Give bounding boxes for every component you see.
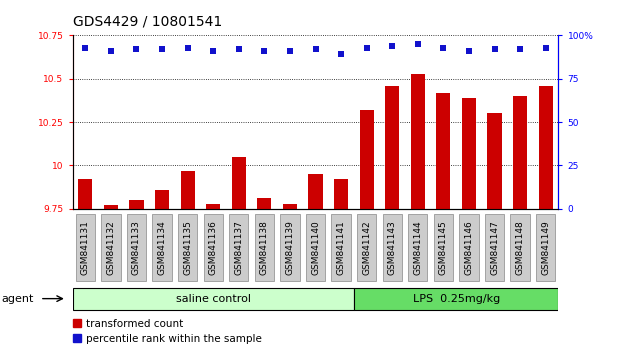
Text: GSM841140: GSM841140 [311,220,320,275]
FancyBboxPatch shape [204,214,223,280]
Point [515,46,525,52]
Bar [309,174,322,209]
FancyBboxPatch shape [357,214,376,280]
Text: GSM841132: GSM841132 [107,220,115,275]
FancyBboxPatch shape [382,214,402,280]
Text: GSM841135: GSM841135 [183,220,192,275]
Point [413,41,423,47]
Text: GSM841148: GSM841148 [516,220,524,275]
Bar [129,200,143,209]
FancyBboxPatch shape [127,214,146,280]
FancyBboxPatch shape [153,214,172,280]
FancyBboxPatch shape [178,214,198,280]
FancyBboxPatch shape [229,214,249,280]
Text: GSM841141: GSM841141 [336,220,346,275]
Point [362,45,372,50]
FancyBboxPatch shape [331,214,351,280]
Bar [539,86,553,209]
FancyBboxPatch shape [408,214,427,280]
Bar [488,113,502,209]
FancyBboxPatch shape [433,214,453,280]
Point [490,46,500,52]
Text: GSM841143: GSM841143 [387,220,397,275]
Point [182,45,192,50]
Point [464,48,474,54]
Point [208,48,218,54]
Bar [180,171,195,209]
Point [285,48,295,54]
Bar [334,179,348,209]
Legend: transformed count, percentile rank within the sample: transformed count, percentile rank withi… [73,319,262,344]
Text: GSM841147: GSM841147 [490,220,499,275]
Point [106,48,116,54]
Point [541,45,551,50]
FancyBboxPatch shape [459,214,478,280]
Bar [155,190,169,209]
Text: GSM841138: GSM841138 [260,220,269,275]
Point [310,46,321,52]
Text: GSM841131: GSM841131 [81,220,90,275]
Point [131,46,141,52]
Bar [257,199,271,209]
Bar [360,110,374,209]
Text: GDS4429 / 10801541: GDS4429 / 10801541 [73,15,222,28]
Text: GSM841144: GSM841144 [413,220,422,275]
Point [157,46,167,52]
Point [336,52,346,57]
Text: GSM841142: GSM841142 [362,220,371,275]
Point [80,45,90,50]
Text: GSM841137: GSM841137 [234,220,244,275]
Text: GSM841145: GSM841145 [439,220,448,275]
FancyBboxPatch shape [354,288,558,310]
Text: agent: agent [1,293,34,304]
Text: saline control: saline control [175,293,251,304]
FancyBboxPatch shape [280,214,300,280]
Bar [104,205,118,209]
Point [259,48,269,54]
Text: GSM841136: GSM841136 [209,220,218,275]
Text: LPS  0.25mg/kg: LPS 0.25mg/kg [413,293,500,304]
FancyBboxPatch shape [73,288,354,310]
Bar [232,157,246,209]
Text: GSM841146: GSM841146 [464,220,473,275]
FancyBboxPatch shape [510,214,529,280]
FancyBboxPatch shape [76,214,95,280]
Bar [436,93,451,209]
Point [387,43,398,48]
Text: GSM841149: GSM841149 [541,220,550,275]
Bar [385,86,399,209]
Bar [411,74,425,209]
FancyBboxPatch shape [306,214,325,280]
Bar [78,179,92,209]
Bar [206,204,220,209]
FancyBboxPatch shape [485,214,504,280]
Text: GSM841134: GSM841134 [158,220,167,275]
Point [233,46,244,52]
Text: GSM841139: GSM841139 [285,220,295,275]
FancyBboxPatch shape [536,214,555,280]
Bar [462,98,476,209]
Bar [283,204,297,209]
FancyBboxPatch shape [255,214,274,280]
Bar [513,96,527,209]
FancyBboxPatch shape [102,214,121,280]
Point [439,45,449,50]
Text: GSM841133: GSM841133 [132,220,141,275]
